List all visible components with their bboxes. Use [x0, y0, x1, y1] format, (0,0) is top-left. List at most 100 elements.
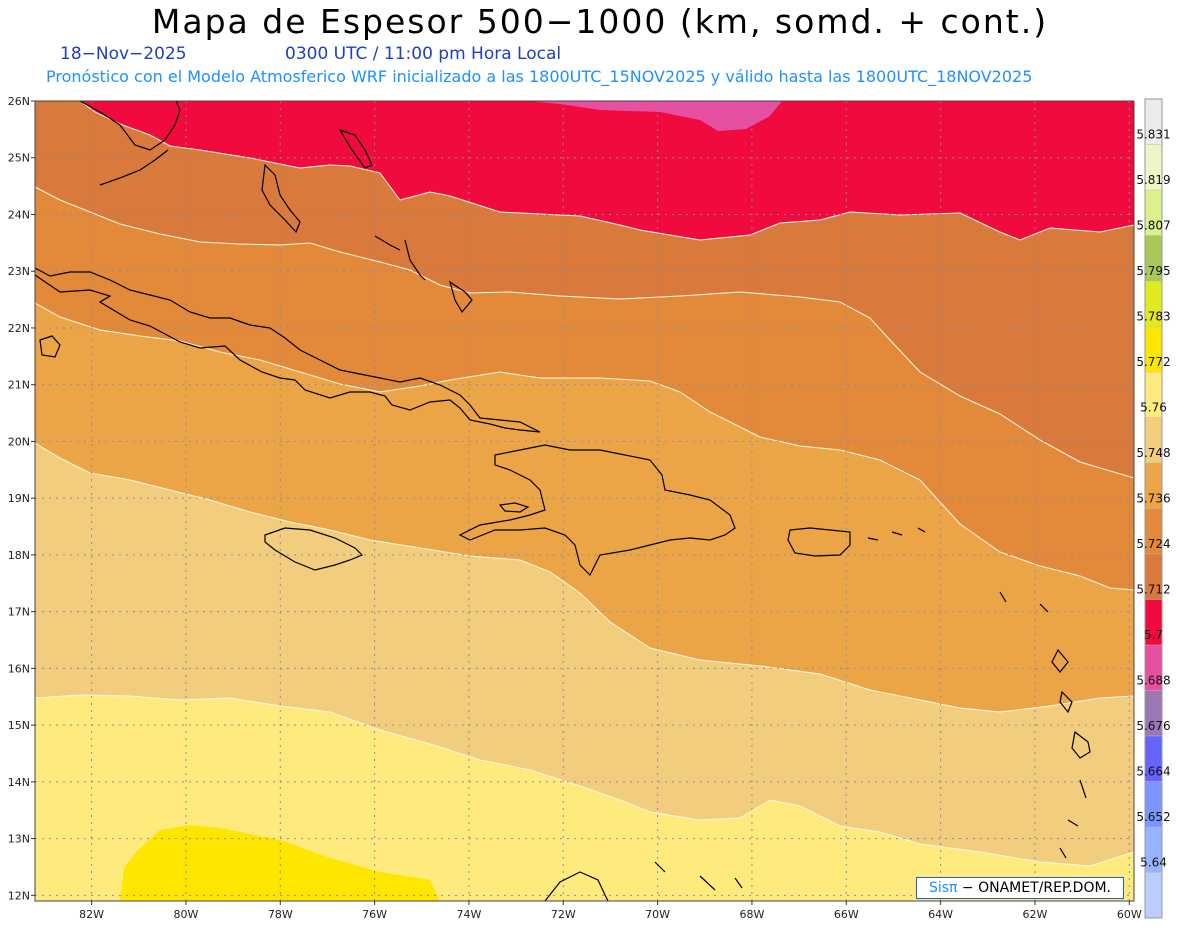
longitude-labels: 82W 80W 78W 76W 74W 72W 70W 68W 66W 64W 62W 60W: [79, 901, 1142, 921]
lat-tick-label: 25N: [8, 152, 30, 165]
colorbar-label: 5.819: [1136, 173, 1170, 187]
coast-gonave: [498, 502, 530, 513]
lat-tick-label: 14N: [8, 776, 30, 789]
coast-florida-keys: [99, 149, 169, 186]
lon-tick-label: 66W: [834, 908, 859, 921]
colorbar-label: 5.688: [1136, 674, 1170, 688]
lat-tick-label: 21N: [8, 379, 30, 392]
graticule: [35, 101, 1134, 901]
contour-5736: [35, 442, 1134, 713]
coast-hispaniola: [458, 444, 736, 577]
colorbar-swatch: [1145, 326, 1162, 373]
band-5772: [120, 825, 440, 901]
coast-isla-juventud: [39, 335, 61, 358]
coast-eleuthera: [374, 235, 401, 251]
lon-tick-label: 72W: [551, 908, 576, 921]
model-info: Pronóstico con el Modelo Atmosferico WRF…: [46, 67, 1033, 86]
lat-tick-label: 17N: [8, 606, 30, 619]
colorbar-label: 5.7: [1144, 628, 1163, 642]
credit-onamet: − ONAMET/REP.DOM.: [957, 880, 1111, 896]
colorbar-swatch: [1145, 99, 1162, 145]
lon-tick-label: 80W: [173, 908, 198, 921]
band-5688: [528, 101, 782, 131]
colorbar: 5.831 5.819 5.807 5.795 5.783 5.772 5.76 5.748 5…: [1136, 98, 1171, 919]
colorbar-label: 5.807: [1136, 219, 1170, 233]
coast-andros: [261, 163, 301, 234]
colorbar-label: 5.76: [1140, 401, 1167, 415]
lat-tick-label: 22N: [8, 322, 30, 335]
coast-lesser-antilles: [999, 591, 1091, 859]
coast-abaco: [338, 128, 373, 169]
coast-aruba-curacao: [654, 861, 743, 891]
coast-virgin-islands: [867, 527, 926, 541]
lat-tick-label: 13N: [8, 833, 30, 846]
lon-tick-label: 74W: [457, 908, 482, 921]
lon-tick-label: 78W: [268, 908, 293, 921]
colorbar-label: 5.736: [1136, 492, 1170, 506]
colorbar-swatch: [1145, 235, 1162, 282]
contour-5712: [35, 186, 1134, 479]
page-title: Mapa de Espesor 500−1000 (km, somd. + co…: [151, 2, 1049, 41]
colorbar-swatch: [1145, 599, 1162, 646]
lat-tick-label: 23N: [8, 265, 30, 278]
colorbar-swatch: [1145, 508, 1162, 555]
colorbar-swatch: [1145, 736, 1162, 782]
colorbar-swatch: [1145, 463, 1162, 509]
forecast-date: 18−Nov−2025: [60, 44, 187, 64]
lon-tick-label: 62W: [1023, 908, 1048, 921]
colorbar-swatch: [1145, 781, 1162, 828]
colorbar-swatch: [1145, 690, 1162, 737]
coast-florida: [79, 101, 181, 151]
credit-sis: Sisπ: [928, 880, 958, 896]
colorbar-swatch: [1145, 190, 1162, 236]
colorbar-label: 5.772: [1136, 355, 1170, 369]
thickness-bands: [35, 101, 1134, 901]
contour-5724: [35, 302, 1134, 591]
colorbar-swatch: [1145, 554, 1162, 600]
lon-tick-label: 70W: [645, 908, 670, 921]
coast-bahamas-south: [448, 280, 473, 314]
lat-tick-label: 12N: [8, 889, 30, 902]
colorbar-label: 5.64: [1140, 856, 1167, 870]
coast-puerto-rico: [787, 527, 851, 557]
colorbar-label: 5.748: [1136, 446, 1170, 460]
colorbar-swatch: [1145, 281, 1162, 327]
colorbar-swatch: [1145, 872, 1162, 919]
colorbar-label: 5.652: [1136, 810, 1170, 824]
colorbar-swatch: [1145, 645, 1162, 691]
lat-tick-label: 19N: [8, 492, 30, 505]
lat-tick-label: 24N: [8, 208, 30, 221]
lat-tick-label: 15N: [8, 719, 30, 732]
credit-box: Sisπ − ONAMET/REP.DOM.: [916, 877, 1124, 899]
colorbar-label: 5.795: [1136, 264, 1170, 278]
lon-tick-label: 60W: [1117, 908, 1142, 921]
latitude-labels: 26N 25N 24N 23N 22N 21N 20N 19N 18N 17N 16N 15N 14N 1…: [8, 95, 35, 902]
lon-tick-label: 64W: [928, 908, 953, 921]
plot-frame: [34, 100, 1135, 902]
lat-tick-label: 16N: [8, 662, 30, 675]
lon-tick-label: 82W: [79, 908, 104, 921]
coast-cuba: [35, 267, 541, 433]
colorbar-label: 5.724: [1136, 537, 1170, 551]
forecast-time: 0300 UTC / 11:00 pm Hora Local: [285, 44, 562, 64]
coast-south-america: [544, 871, 609, 901]
contour-5748: [35, 694, 1134, 867]
contour-lines: [35, 101, 1134, 867]
lon-tick-label: 68W: [740, 908, 765, 921]
band-5760: [35, 695, 1134, 901]
lat-tick-label: 18N: [8, 549, 30, 562]
colorbar-label: 5.783: [1136, 310, 1170, 324]
colorbar-swatch: [1145, 827, 1162, 873]
colorbar-label: 5.676: [1136, 719, 1170, 733]
coast-long-island: [404, 239, 426, 281]
lon-tick-label: 76W: [362, 908, 387, 921]
colorbar-swatch: [1145, 372, 1162, 418]
coast-jamaica: [264, 527, 364, 571]
colorbar-swatch: [1145, 144, 1162, 191]
coastlines: [35, 101, 1091, 901]
colorbar-label: 5.664: [1136, 765, 1170, 779]
lat-tick-label: 26N: [8, 95, 30, 108]
colorbar-label: 5.831: [1136, 128, 1170, 142]
